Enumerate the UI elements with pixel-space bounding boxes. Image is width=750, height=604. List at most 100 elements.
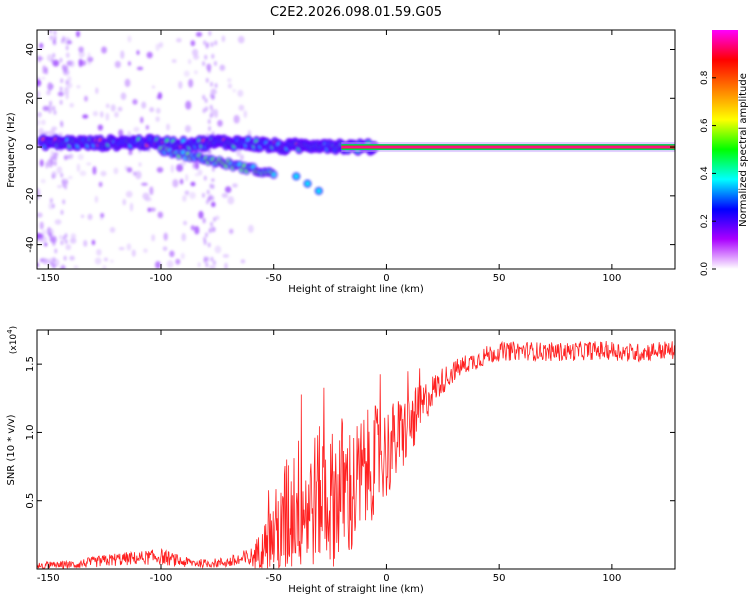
noise-blob [217, 119, 223, 127]
colorbar-tick-label: 0.8 [700, 70, 710, 85]
colorbar-tick-label: 0.4 [700, 166, 710, 181]
noise-blob [43, 131, 50, 135]
streak-blob [208, 228, 212, 234]
noise-blob [78, 58, 83, 68]
streak-blob [53, 30, 57, 36]
streak-blob [203, 40, 207, 46]
noise-blob [114, 111, 119, 118]
x-tick-label: 50 [493, 573, 506, 584]
noise-blob [233, 114, 240, 124]
noise-blob [138, 162, 142, 167]
x-tick-label: 50 [493, 273, 506, 284]
noise-blob [76, 85, 81, 89]
noise-blob [151, 234, 156, 242]
noise-blob [232, 183, 238, 188]
streak-blob [63, 255, 67, 261]
snr-series-line [37, 340, 675, 569]
noise-blob [105, 103, 110, 109]
noise-blob [126, 167, 133, 173]
noise-blob [125, 190, 133, 198]
streak-blob [51, 203, 55, 209]
noise-blob [97, 124, 104, 131]
noise-blob [100, 111, 104, 118]
noise-blob [187, 58, 192, 65]
noise-blob [146, 51, 153, 59]
noise-blob [37, 212, 43, 218]
streak-blob [206, 256, 210, 262]
noise-blob [42, 65, 47, 74]
x-tick-label: 100 [602, 273, 621, 284]
noise-blob [40, 178, 46, 184]
noise-blob [37, 238, 44, 242]
noise-blob [227, 196, 235, 205]
snr-y-multiplier: (x104) [6, 326, 19, 354]
streak-blob [210, 256, 214, 262]
noise-blob [59, 234, 63, 240]
streak-blob [206, 189, 210, 195]
x-tick-label: -150 [37, 573, 60, 584]
streak-blob [64, 239, 68, 245]
y-tick-label: 0 [25, 144, 36, 150]
noise-blob [65, 52, 70, 58]
noise-blob [208, 264, 216, 269]
streak-blob [64, 68, 68, 74]
streak-blob [210, 41, 214, 47]
streak-blob [209, 104, 213, 110]
noise-blob [95, 87, 99, 94]
noise-blob [76, 163, 81, 172]
noise-blob [37, 111, 42, 118]
noise-blob [37, 119, 41, 126]
noise-blob [70, 233, 77, 240]
noise-blob [70, 237, 77, 244]
noise-blob [132, 99, 138, 105]
streak-blob [206, 42, 210, 48]
streak-blob [214, 83, 218, 89]
noise-blob [157, 92, 163, 100]
y-tick-label: 1.0 [25, 424, 36, 440]
noise-blob [77, 153, 84, 161]
streak-blob [54, 248, 58, 254]
noise-blob [39, 221, 44, 230]
noise-blob [162, 246, 168, 251]
streak-blob [62, 235, 66, 241]
noise-blob [78, 46, 84, 53]
streak-blob [208, 148, 212, 154]
streak-blob [65, 180, 69, 186]
noise-blob [83, 240, 88, 247]
streak-blob [209, 183, 213, 189]
streak-blob [60, 209, 64, 215]
streak-blob [205, 77, 209, 83]
noise-blob [145, 125, 150, 130]
noise-blob [214, 108, 219, 118]
noise-blob [171, 59, 177, 63]
noise-blob [180, 252, 185, 260]
noise-blob [221, 193, 229, 198]
noise-blob [94, 195, 99, 203]
x-tick-label: -100 [150, 273, 173, 284]
noise-blob [195, 161, 200, 170]
noise-blob [92, 166, 97, 175]
noise-blob [227, 78, 232, 83]
noise-blob [179, 178, 184, 185]
noise-blob [188, 78, 194, 88]
y-tick-label: -40 [25, 236, 36, 252]
streak-blob [205, 262, 209, 268]
x-tick-label: -50 [266, 573, 282, 584]
y-tick-label: 0.5 [25, 493, 36, 509]
noise-blob [176, 163, 184, 172]
noise-blob [101, 46, 107, 54]
colorbar-tick-label: 0.2 [700, 214, 710, 228]
noise-blob [202, 217, 206, 224]
noise-blob [182, 194, 187, 202]
noise-blob [37, 56, 44, 61]
noise-blob [47, 82, 53, 91]
streak-blob [210, 221, 214, 227]
streak-blob [212, 217, 216, 223]
streak-blob [211, 166, 215, 172]
noise-blob [131, 249, 136, 257]
spectrogram-x-label: Height of straight line (km) [288, 284, 424, 295]
streak-blob [62, 265, 66, 269]
noise-blob [176, 38, 182, 43]
noise-blob [37, 233, 44, 240]
streak-blob [61, 179, 65, 185]
